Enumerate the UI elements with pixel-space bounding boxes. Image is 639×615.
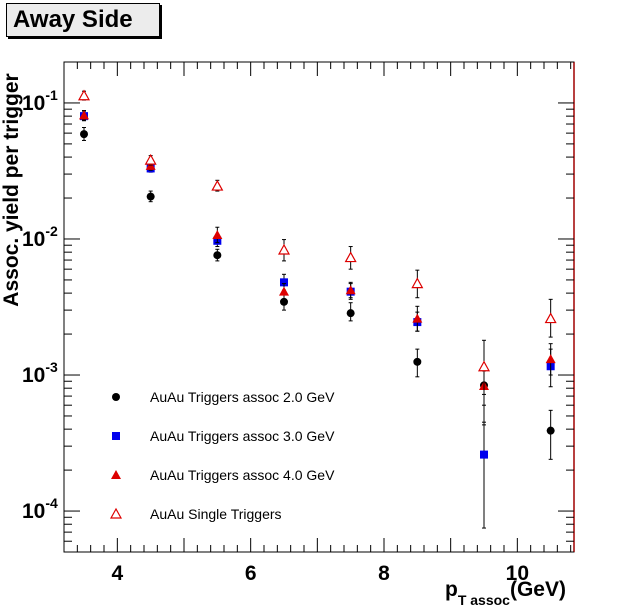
data-point xyxy=(277,243,291,255)
legend-marker xyxy=(109,507,123,519)
legend-entry: AuAu Triggers assoc 4.0 GeV xyxy=(111,467,335,483)
y-tick-label: 10-2 xyxy=(22,223,58,251)
data-point xyxy=(413,357,422,366)
y-tick-label: 10-4 xyxy=(22,495,58,523)
data-point xyxy=(144,153,157,165)
x-axis-label-subscript: T assoc xyxy=(458,592,510,608)
legend-entry: AuAu Triggers assoc 2.0 GeV xyxy=(112,389,335,405)
data-point xyxy=(280,297,288,306)
legend: AuAu Triggers assoc 2.0 GeV AuAu Triggers… xyxy=(109,389,335,522)
data-point xyxy=(80,130,88,139)
data-point xyxy=(344,251,357,263)
data-point xyxy=(544,312,557,324)
legend-entry: AuAu Triggers assoc 3.0 GeV xyxy=(112,428,335,444)
x-axis-label-unit: (GeV) xyxy=(510,578,566,601)
data-point xyxy=(546,426,555,435)
data-point xyxy=(146,192,155,201)
data-point xyxy=(77,89,91,101)
series-3 xyxy=(79,110,556,406)
data-point xyxy=(346,309,355,318)
legend-marker xyxy=(112,393,120,401)
data-point xyxy=(280,278,288,287)
data-marks xyxy=(77,89,557,529)
data-point xyxy=(212,229,223,239)
legend-label: AuAu Triggers assoc 2.0 GeV xyxy=(150,389,335,405)
legend-label: AuAu Triggers assoc 3.0 GeV xyxy=(150,428,335,444)
data-point xyxy=(345,285,356,295)
data-point xyxy=(480,450,488,459)
axes: 4 6 8 10 10-1 10-2 10-3 10-4 xyxy=(22,61,574,585)
data-point xyxy=(411,277,424,289)
series-1 xyxy=(80,126,555,460)
legend-label: AuAu Triggers assoc 4.0 GeV xyxy=(150,467,335,483)
y-axis-label: Assoc. yield per trigger xyxy=(0,73,23,306)
x-tick-label: 10 xyxy=(506,562,529,585)
y-tick-label: 10-1 xyxy=(22,87,58,115)
data-point xyxy=(412,313,423,323)
series-2 xyxy=(80,110,555,529)
legend-entry: AuAu Single Triggers xyxy=(109,506,282,522)
x-tick-label: 8 xyxy=(378,562,390,585)
data-point xyxy=(477,360,491,372)
legend-marker xyxy=(112,432,120,440)
x-tick-label: 6 xyxy=(245,562,257,585)
data-point xyxy=(213,251,222,260)
series-4 xyxy=(77,89,557,395)
data-point xyxy=(211,179,224,191)
data-point xyxy=(545,354,556,364)
x-tick-label: 4 xyxy=(111,562,123,585)
legend-label: AuAu Single Triggers xyxy=(150,506,282,522)
legend-marker xyxy=(111,470,121,479)
x-axis-label: pT assoc(GeV) xyxy=(445,578,566,608)
data-point xyxy=(279,286,289,296)
y-tick-label: 10-3 xyxy=(22,359,58,387)
x-axis-label-main: p xyxy=(445,578,458,601)
data-point xyxy=(79,110,89,120)
chart-title: Away Side xyxy=(6,3,160,37)
